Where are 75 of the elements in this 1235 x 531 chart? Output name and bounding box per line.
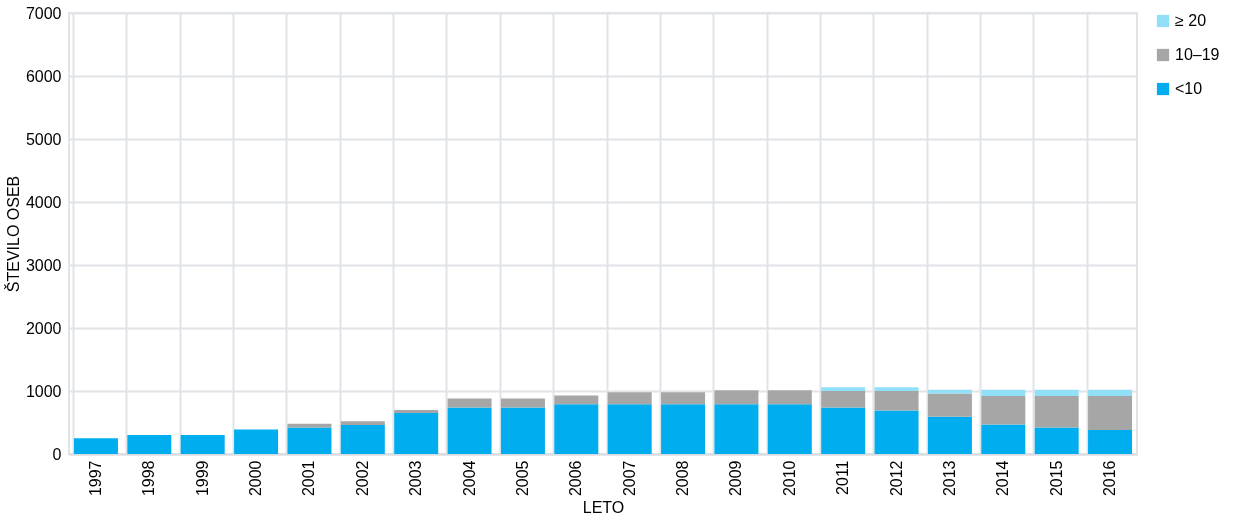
x-tick-label: 2003	[407, 460, 425, 497]
bar	[447, 398, 492, 408]
bar	[767, 404, 812, 454]
bar	[981, 396, 1026, 425]
bar	[714, 404, 759, 454]
bar	[767, 390, 812, 405]
bar	[500, 407, 545, 454]
legend-label: ≥ 20	[1175, 12, 1207, 29]
y-tick-label: 3000	[25, 256, 62, 274]
y-tick-label: 6000	[25, 67, 62, 85]
bar	[874, 391, 919, 411]
x-tick-label: 2002	[353, 460, 371, 497]
x-tick-label: 2013	[940, 460, 958, 497]
bar	[234, 429, 279, 454]
x-tick-label: 2006	[567, 460, 585, 497]
bar	[287, 427, 332, 454]
x-tick-label: 2010	[780, 460, 798, 497]
bar	[927, 416, 972, 454]
legend-label: 10–19	[1175, 46, 1220, 63]
bar	[927, 393, 972, 417]
bar	[394, 409, 439, 414]
x-axis-title: LETO	[582, 499, 625, 517]
bar	[927, 389, 972, 394]
x-tick-label: 2005	[513, 460, 531, 497]
x-tick-label: 1998	[140, 460, 158, 497]
x-tick-label: 2016	[1101, 460, 1119, 497]
x-tick-label: 2004	[460, 460, 478, 497]
bar	[1088, 396, 1133, 431]
bar	[447, 407, 492, 454]
bar	[180, 435, 225, 454]
bar	[821, 391, 866, 408]
bar	[821, 387, 866, 391]
bar	[73, 438, 118, 454]
x-tick-label: 1997	[86, 460, 104, 497]
legend-label: <10	[1175, 80, 1203, 97]
bar	[554, 395, 599, 405]
x-tick-label: 2011	[834, 460, 852, 495]
bar	[394, 413, 439, 454]
y-tick-label: 1000	[25, 382, 62, 400]
bar	[874, 387, 919, 391]
x-tick-label: 2012	[887, 460, 905, 497]
x-tick-label: 2000	[247, 460, 265, 497]
bar	[127, 435, 172, 454]
bar	[1088, 430, 1133, 454]
bar	[607, 404, 652, 454]
y-tick-label: 5000	[25, 130, 62, 148]
bar	[874, 410, 919, 454]
x-tick-label: 2008	[674, 460, 692, 497]
bar	[340, 425, 385, 454]
bar	[714, 390, 759, 405]
y-tick-label: 2000	[25, 319, 62, 337]
bar	[1034, 427, 1079, 454]
bar	[661, 392, 706, 405]
bar	[607, 392, 652, 405]
y-tick-label: 7000	[25, 4, 62, 22]
bar	[554, 404, 599, 454]
bar	[340, 421, 385, 426]
x-tick-label: 2009	[727, 460, 745, 497]
y-axis-title: ŠTEVILO OSEB	[3, 175, 22, 293]
bar	[981, 389, 1026, 397]
bar	[661, 404, 706, 454]
bar	[1088, 389, 1133, 397]
x-tick-label: 2014	[994, 460, 1012, 497]
x-tick-label: 2001	[300, 460, 318, 497]
bar	[821, 407, 866, 454]
bar	[1034, 389, 1079, 397]
y-tick-label: 0	[52, 445, 62, 463]
bar	[981, 424, 1026, 454]
bar	[500, 398, 545, 408]
x-tick-label: 2007	[620, 460, 638, 497]
y-tick-label: 4000	[25, 193, 62, 211]
bar	[287, 423, 332, 428]
x-tick-label: 2015	[1047, 460, 1065, 497]
bar	[1034, 396, 1079, 428]
x-tick-label: 1999	[193, 460, 211, 497]
